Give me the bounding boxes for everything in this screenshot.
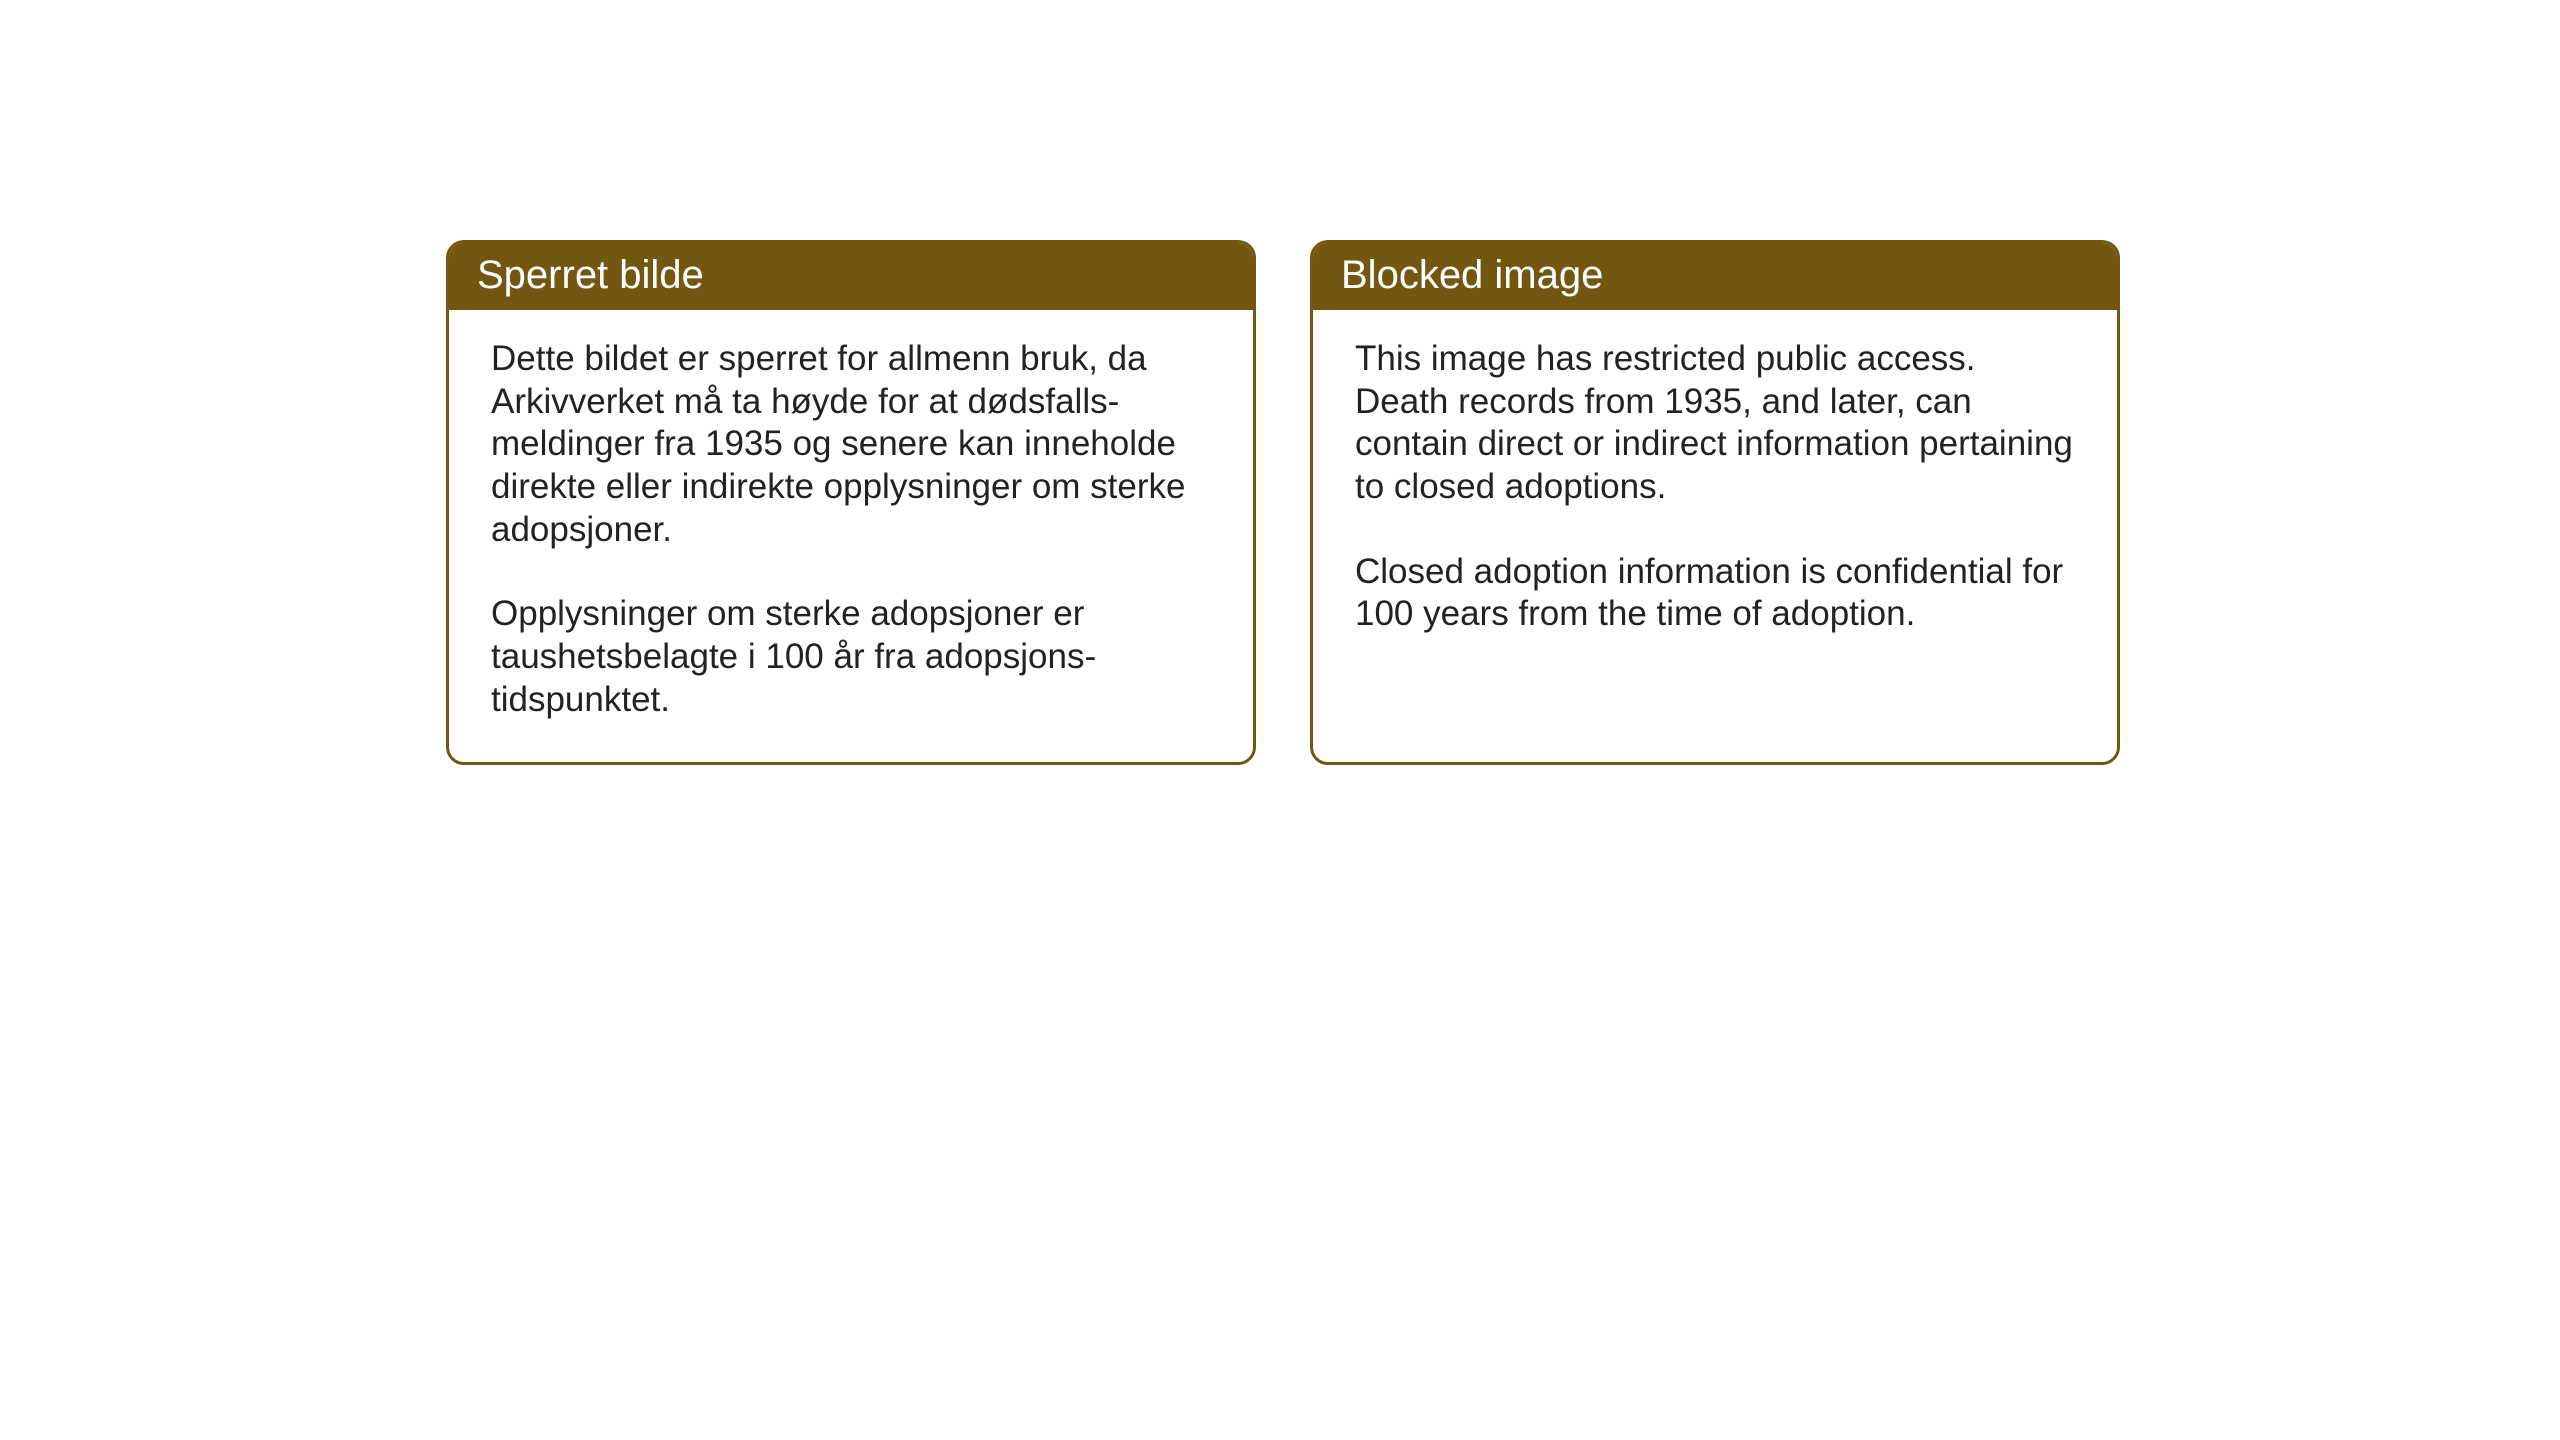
card-paragraph: Dette bildet er sperret for allmenn bruk… — [491, 338, 1211, 551]
card-paragraph: This image has restricted public access.… — [1355, 338, 2075, 509]
card-title-english: Blocked image — [1341, 253, 1603, 297]
card-title-norwegian: Sperret bilde — [477, 253, 704, 297]
card-body-english: This image has restricted public access.… — [1313, 310, 2117, 676]
card-paragraph: Opplysninger om sterke adopsjoner er tau… — [491, 593, 1211, 721]
card-header-english: Blocked image — [1313, 243, 2117, 310]
notice-cards-container: Sperret bilde Dette bildet er sperret fo… — [446, 240, 2560, 765]
card-body-norwegian: Dette bildet er sperret for allmenn bruk… — [449, 310, 1253, 762]
notice-card-norwegian: Sperret bilde Dette bildet er sperret fo… — [446, 240, 1256, 765]
card-paragraph: Closed adoption information is confident… — [1355, 551, 2075, 636]
card-header-norwegian: Sperret bilde — [449, 243, 1253, 310]
notice-card-english: Blocked image This image has restricted … — [1310, 240, 2120, 765]
